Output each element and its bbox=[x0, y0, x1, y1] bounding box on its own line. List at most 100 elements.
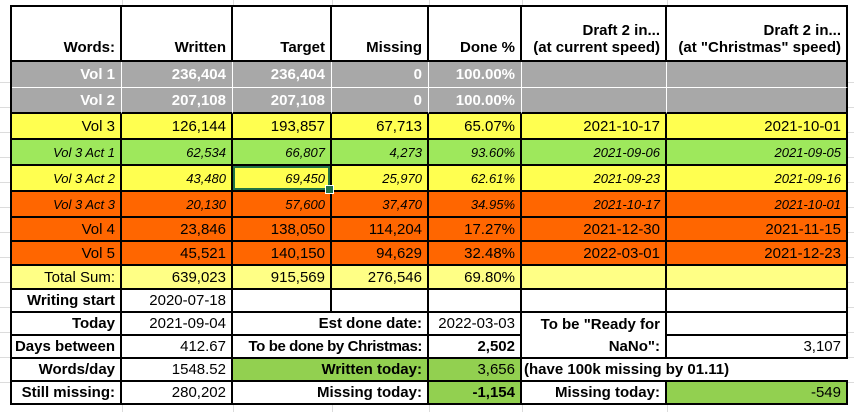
ready-for-nano-cell-line1[interactable]: To be "Ready for bbox=[522, 313, 667, 336]
today-value[interactable]: 2021-09-04 bbox=[122, 313, 233, 336]
draft2-christmas-cell[interactable]: 2021-12-23 bbox=[667, 242, 848, 266]
draft2-christmas-cell[interactable] bbox=[667, 88, 848, 114]
words-per-day-value[interactable]: 1548.52 bbox=[122, 359, 233, 382]
header-done[interactable]: Done % bbox=[429, 7, 522, 62]
header-draft2-current[interactable]: Draft 2 in... (at current speed) bbox=[522, 7, 667, 62]
days-between-value[interactable]: 412.67 bbox=[122, 336, 233, 359]
est-done-value[interactable]: 2022-03-03 bbox=[429, 313, 522, 336]
still-missing-value[interactable]: 280,202 bbox=[122, 382, 233, 405]
missing-today-label[interactable]: Missing today: bbox=[233, 382, 429, 405]
days-between-label[interactable]: Days between bbox=[12, 336, 122, 359]
written-cell[interactable]: 207,108 bbox=[122, 88, 233, 114]
draft2-current-cell[interactable]: 2021-10-17 bbox=[522, 114, 667, 140]
still-missing-label[interactable]: Still missing: bbox=[12, 382, 122, 405]
written-cell[interactable]: 23,846 bbox=[122, 218, 233, 242]
done-cell[interactable]: 100.00% bbox=[429, 88, 522, 114]
draft2-christmas-cell[interactable]: 2021-09-05 bbox=[667, 140, 848, 166]
written-cell[interactable]: 20,130 bbox=[122, 192, 233, 218]
done-cell[interactable]: 62.61% bbox=[429, 166, 522, 192]
empty-cell[interactable] bbox=[332, 290, 429, 313]
done-by-christmas-label[interactable]: To be done by Christmas: bbox=[233, 336, 429, 359]
ready-for-nano-cell-line2[interactable]: NaNo": bbox=[522, 336, 667, 359]
missing-cell[interactable]: 94,629 bbox=[332, 242, 429, 266]
written-cell[interactable]: 43,480 bbox=[122, 166, 233, 192]
header-target[interactable]: Target bbox=[233, 7, 332, 62]
empty-cell[interactable] bbox=[429, 290, 522, 313]
target-cell[interactable]: 140,150 bbox=[233, 242, 332, 266]
done-cell[interactable]: 17.27% bbox=[429, 218, 522, 242]
row-label-cell[interactable]: Vol 4 bbox=[12, 218, 122, 242]
draft2-current-cell[interactable]: 2021-10-17 bbox=[522, 192, 667, 218]
done-cell[interactable]: 32.48% bbox=[429, 242, 522, 266]
target-cell[interactable]: 207,108 bbox=[233, 88, 332, 114]
empty-cell[interactable] bbox=[233, 290, 332, 313]
empty-cell[interactable] bbox=[667, 313, 848, 336]
active-cell[interactable]: 69,450 bbox=[233, 166, 334, 194]
draft2-christmas-cell[interactable] bbox=[667, 62, 848, 88]
missing-cell[interactable]: 37,470 bbox=[332, 192, 429, 218]
done-cell[interactable]: 69.80% bbox=[429, 266, 522, 290]
row-label-cell[interactable]: Vol 1 bbox=[12, 62, 122, 88]
draft2-christmas-cell[interactable]: 2021-11-15 bbox=[667, 218, 848, 242]
row-label-cell[interactable]: Total Sum: bbox=[12, 266, 122, 290]
writing-start-value[interactable]: 2020-07-18 bbox=[122, 290, 233, 313]
written-cell[interactable]: 639,023 bbox=[122, 266, 233, 290]
row-label-cell[interactable]: Vol 3 Act 2 bbox=[12, 166, 122, 192]
draft2-christmas-cell[interactable]: 2021-10-01 bbox=[667, 114, 848, 140]
written-cell[interactable]: 45,521 bbox=[122, 242, 233, 266]
missing-cell[interactable]: 4,273 bbox=[332, 140, 429, 166]
missing-today-value[interactable]: -1,154 bbox=[429, 382, 522, 405]
missing-cell[interactable]: 0 bbox=[332, 88, 429, 114]
header-missing[interactable]: Missing bbox=[332, 7, 429, 62]
written-cell[interactable]: 236,404 bbox=[122, 62, 233, 88]
draft2-christmas-cell[interactable]: 2021-10-01 bbox=[667, 192, 848, 218]
note-100k-missing[interactable]: (have 100k missing by 01.11) bbox=[522, 359, 848, 382]
target-cell[interactable]: 915,569 bbox=[233, 266, 332, 290]
written-cell[interactable]: 126,144 bbox=[122, 114, 233, 140]
draft2-current-cell[interactable]: 2021-09-23 bbox=[522, 166, 667, 192]
target-cell[interactable]: 138,050 bbox=[233, 218, 332, 242]
done-cell[interactable]: 34.95% bbox=[429, 192, 522, 218]
missing-cell[interactable]: 0 bbox=[332, 62, 429, 88]
missing-cell[interactable]: 25,970 bbox=[332, 166, 429, 192]
row-label-cell[interactable]: Vol 5 bbox=[12, 242, 122, 266]
empty-cell[interactable] bbox=[522, 290, 667, 313]
writing-start-label[interactable]: Writing start bbox=[12, 290, 122, 313]
target-cell[interactable]: 66,807 bbox=[233, 140, 332, 166]
draft2-christmas-cell[interactable]: 2021-09-16 bbox=[667, 166, 848, 192]
draft2-current-cell[interactable] bbox=[522, 88, 667, 114]
missing-cell[interactable]: 114,204 bbox=[332, 218, 429, 242]
missing-today2-label[interactable]: Missing today: bbox=[522, 382, 667, 405]
target-cell[interactable]: 193,857 bbox=[233, 114, 332, 140]
target-cell[interactable]: 236,404 bbox=[233, 62, 332, 88]
written-today-label[interactable]: Written today: bbox=[233, 359, 429, 382]
today-label[interactable]: Today bbox=[12, 313, 122, 336]
header-words[interactable]: Words: bbox=[12, 7, 122, 62]
ready-for-nano-value[interactable]: 3,107 bbox=[667, 336, 848, 359]
done-by-christmas-value[interactable]: 2,502 bbox=[429, 336, 522, 359]
row-label-cell[interactable]: Vol 3 Act 1 bbox=[12, 140, 122, 166]
row-label-cell[interactable]: Vol 3 Act 3 bbox=[12, 192, 122, 218]
done-cell[interactable]: 93.60% bbox=[429, 140, 522, 166]
draft2-current-cell[interactable] bbox=[522, 62, 667, 88]
words-per-day-label[interactable]: Words/day bbox=[12, 359, 122, 382]
missing-cell[interactable]: 276,546 bbox=[332, 266, 429, 290]
header-draft2-christmas[interactable]: Draft 2 in... (at "Christmas" speed) bbox=[667, 7, 848, 62]
draft2-current-cell[interactable]: 2021-09-06 bbox=[522, 140, 667, 166]
empty-cell[interactable] bbox=[667, 290, 848, 313]
draft2-current-cell[interactable]: 2021-12-30 bbox=[522, 218, 667, 242]
header-written[interactable]: Written bbox=[122, 7, 233, 62]
done-cell[interactable]: 100.00% bbox=[429, 62, 522, 88]
missing-today2-value[interactable]: -549 bbox=[667, 382, 848, 405]
row-label-cell[interactable]: Vol 2 bbox=[12, 88, 122, 114]
draft2-current-cell[interactable]: 2022-03-01 bbox=[522, 242, 667, 266]
written-cell[interactable]: 62,534 bbox=[122, 140, 233, 166]
fill-handle[interactable] bbox=[325, 185, 334, 194]
draft2-current-cell[interactable] bbox=[522, 266, 667, 290]
missing-cell[interactable]: 67,713 bbox=[332, 114, 429, 140]
row-label-cell[interactable]: Vol 3 bbox=[12, 114, 122, 140]
target-cell[interactable]: 57,600 bbox=[233, 192, 332, 218]
est-done-label[interactable]: Est done date: bbox=[233, 313, 429, 336]
draft2-christmas-cell[interactable] bbox=[667, 266, 848, 290]
done-cell[interactable]: 65.07% bbox=[429, 114, 522, 140]
